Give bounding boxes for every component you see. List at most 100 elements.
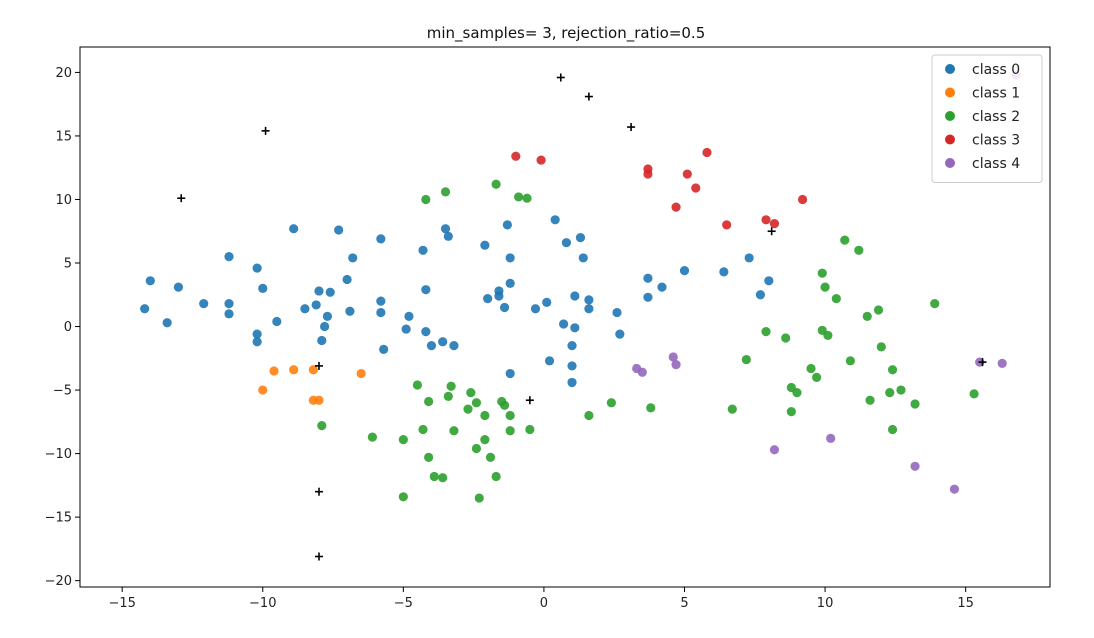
point-class-0 <box>505 253 515 263</box>
point-class-0 <box>224 299 234 309</box>
point-class-2 <box>514 192 524 202</box>
point-class-2 <box>865 395 875 405</box>
point-class-0 <box>502 220 512 230</box>
legend-item: class 0 <box>945 62 1020 78</box>
point-class-0 <box>252 329 262 339</box>
point-class-1 <box>258 385 268 395</box>
x-tick-label: 10 <box>817 596 834 611</box>
point-class-2 <box>887 365 898 375</box>
point-class-3 <box>722 220 732 230</box>
point-class-2 <box>885 388 895 398</box>
legend-label: class 2 <box>972 109 1020 125</box>
point-class-0 <box>401 324 411 334</box>
y-axis: −20 −15 −10 −5 0 5 10 15 20 <box>45 66 80 589</box>
point-class-2 <box>491 471 501 482</box>
point-class-2 <box>505 426 515 436</box>
point-class-2 <box>606 398 616 408</box>
point-class-3 <box>761 215 771 225</box>
point-class-2 <box>491 179 501 189</box>
point-class-0 <box>530 304 541 314</box>
point-class-0 <box>376 234 386 244</box>
point-class-3 <box>671 202 681 212</box>
point-class-1 <box>308 365 318 375</box>
point-class-2 <box>823 330 833 341</box>
point-class-0 <box>320 321 330 332</box>
point-class-3 <box>797 194 808 205</box>
point-class-2 <box>840 235 850 245</box>
point-class-2 <box>876 342 886 352</box>
point-class-2 <box>466 388 476 398</box>
point-class-0 <box>314 286 324 296</box>
point-class-0 <box>272 316 282 327</box>
point-class-2 <box>646 403 656 413</box>
noise-points-layer <box>177 73 987 561</box>
point-class-2 <box>485 452 496 462</box>
legend-item: class 2 <box>945 109 1020 125</box>
point-class-2 <box>440 187 451 197</box>
point-class-2 <box>584 410 594 421</box>
point-class-0 <box>311 300 321 310</box>
point-class-0 <box>224 309 234 319</box>
points-layer <box>140 70 1021 503</box>
point-class-0 <box>643 273 653 283</box>
noise-point <box>767 227 776 236</box>
point-class-0 <box>199 299 209 309</box>
point-class-0 <box>755 290 766 300</box>
point-class-2 <box>854 245 864 255</box>
noise-point <box>627 123 636 132</box>
noise-point <box>584 92 593 101</box>
x-tick-label: 15 <box>957 596 974 611</box>
point-class-2 <box>862 311 872 321</box>
legend-label: class 4 <box>972 156 1020 172</box>
point-class-0 <box>505 278 515 288</box>
plot-area <box>79 46 1051 588</box>
point-class-0 <box>657 282 667 292</box>
legend-item: class 4 <box>945 156 1020 172</box>
point-class-2 <box>930 299 940 309</box>
point-class-2 <box>812 372 822 382</box>
noise-point <box>177 194 186 203</box>
point-class-0 <box>449 340 459 351</box>
point-class-3 <box>769 219 780 229</box>
point-class-0 <box>438 337 448 347</box>
point-class-0 <box>379 344 389 354</box>
point-class-2 <box>443 391 453 402</box>
point-class-2 <box>741 354 751 365</box>
point-class-4 <box>671 360 681 370</box>
point-class-0 <box>561 238 572 248</box>
point-class-2 <box>421 194 431 205</box>
point-class-0 <box>575 232 586 243</box>
noise-point <box>556 73 565 82</box>
point-class-2 <box>817 268 827 278</box>
point-class-0 <box>570 291 580 301</box>
point-class-0 <box>376 296 386 306</box>
legend-label: class 3 <box>972 133 1020 149</box>
point-class-0 <box>505 368 515 379</box>
point-class-2 <box>471 443 482 454</box>
point-class-2 <box>910 399 920 409</box>
noise-point <box>314 552 323 561</box>
point-class-2 <box>317 421 327 431</box>
point-class-0 <box>345 306 355 316</box>
point-class-2 <box>398 435 408 445</box>
point-class-2 <box>499 400 510 410</box>
point-class-0 <box>348 253 358 263</box>
point-class-2 <box>887 424 898 435</box>
legend-item: class 1 <box>945 86 1020 102</box>
point-class-2 <box>438 473 448 483</box>
point-class-0 <box>426 340 437 351</box>
point-class-3 <box>691 183 701 193</box>
point-class-2 <box>896 385 906 395</box>
point-class-0 <box>404 311 414 321</box>
point-class-0 <box>252 263 262 273</box>
point-class-2 <box>398 492 408 502</box>
point-class-2 <box>367 432 378 442</box>
point-class-0 <box>567 340 577 351</box>
point-class-2 <box>480 410 490 421</box>
point-class-0 <box>544 356 555 366</box>
point-class-3 <box>682 169 692 179</box>
point-class-3 <box>536 155 546 165</box>
noise-point <box>978 358 987 367</box>
point-class-0 <box>145 276 155 286</box>
point-class-0 <box>558 319 569 329</box>
